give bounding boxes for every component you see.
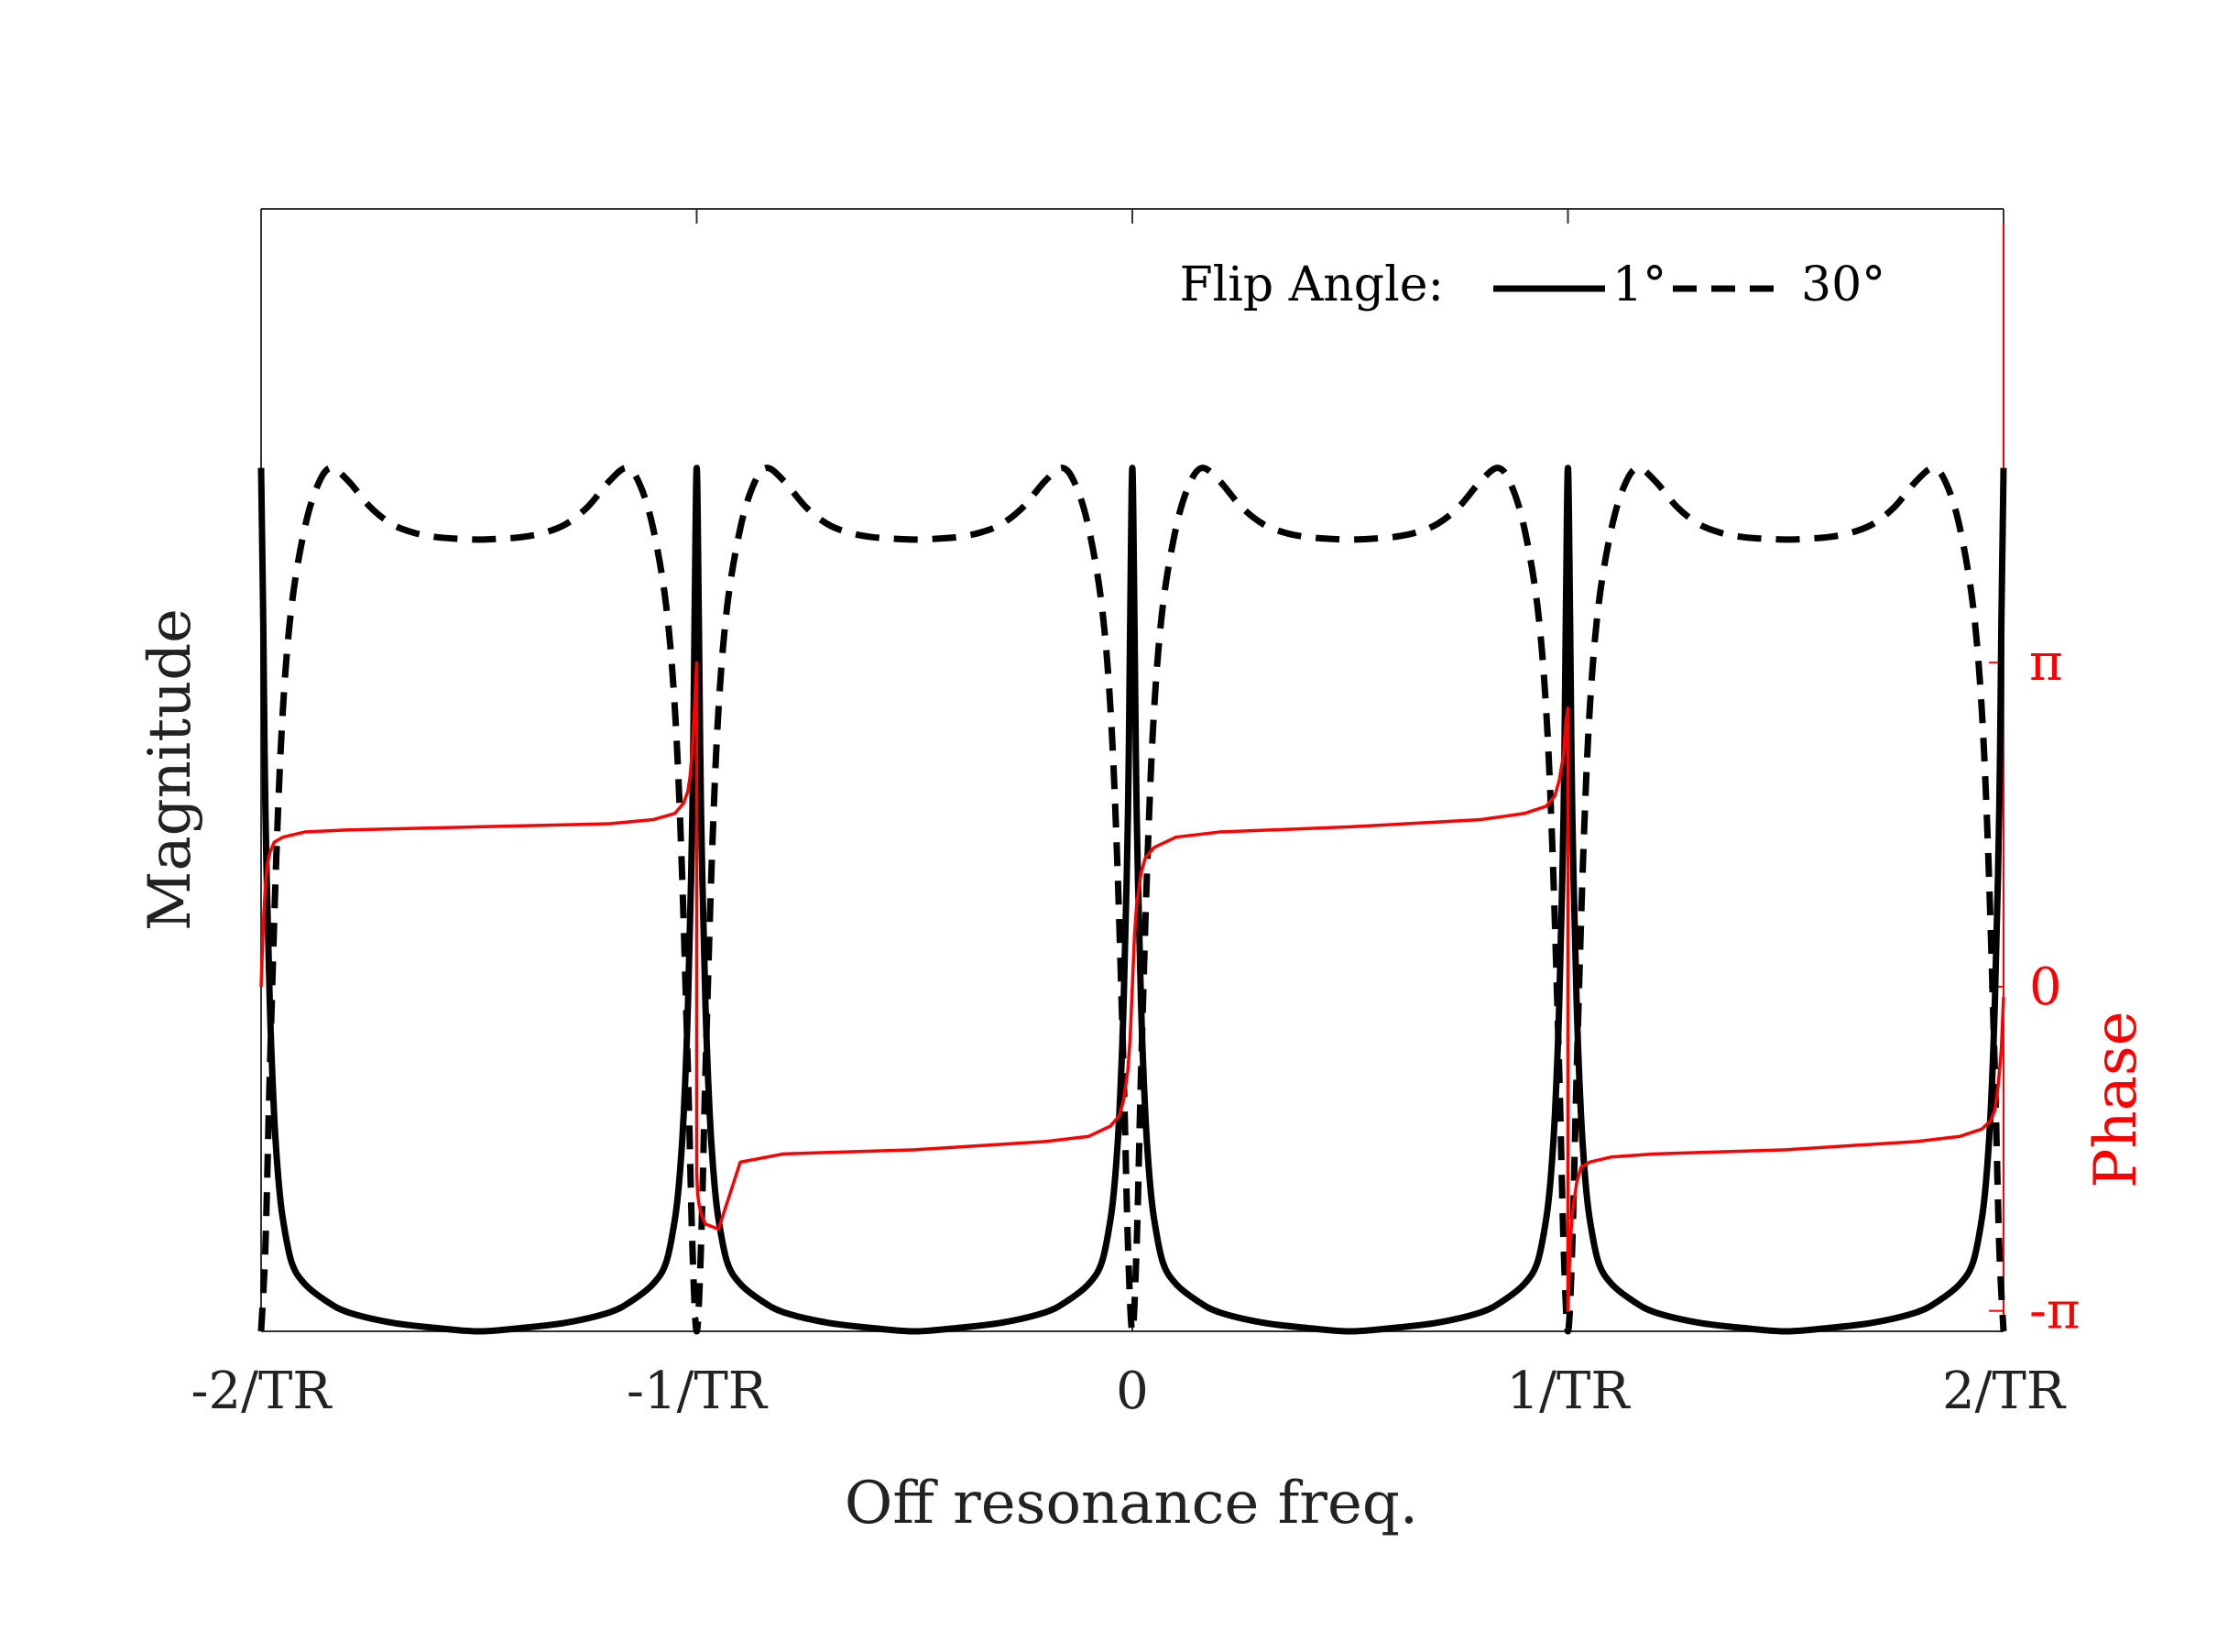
plot-area: -2/TR -1/TR 0 1/TR 2/TR -π 0 π — [191, 208, 2081, 1421]
magnitude-line-1deg — [257, 465, 2007, 1335]
legend-title: Flip Angle: — [1180, 257, 1444, 312]
y2-tick-label: π — [2029, 633, 2063, 693]
y2-axis-title: Phase — [2082, 1011, 2150, 1187]
legend-label-30deg: 30° — [1801, 257, 1885, 312]
phase-line — [259, 661, 2005, 1313]
x-tick-label: 2/TR — [1942, 1362, 2067, 1421]
x-tick-label: 1/TR — [1506, 1362, 1631, 1421]
y2-ticks: -π 0 π — [1989, 633, 2081, 1341]
x-tick-label: 0 — [1116, 1362, 1149, 1421]
legend-label-1deg: 1° — [1612, 257, 1666, 312]
x-tick-label: -1/TR — [627, 1362, 769, 1421]
y2-tick-label: 0 — [2029, 957, 2062, 1017]
magnitude-line-30deg — [257, 465, 2007, 1335]
y2-tick-label: -π — [2029, 1282, 2081, 1341]
x-axis-title: Off resonance freq. — [845, 1470, 1418, 1537]
y-axis-title: Magnitude — [137, 608, 204, 931]
legend: Flip Angle: 1° 30° — [1180, 257, 1886, 312]
series-layer — [257, 465, 2007, 1335]
x-tick-label: -2/TR — [191, 1362, 333, 1421]
